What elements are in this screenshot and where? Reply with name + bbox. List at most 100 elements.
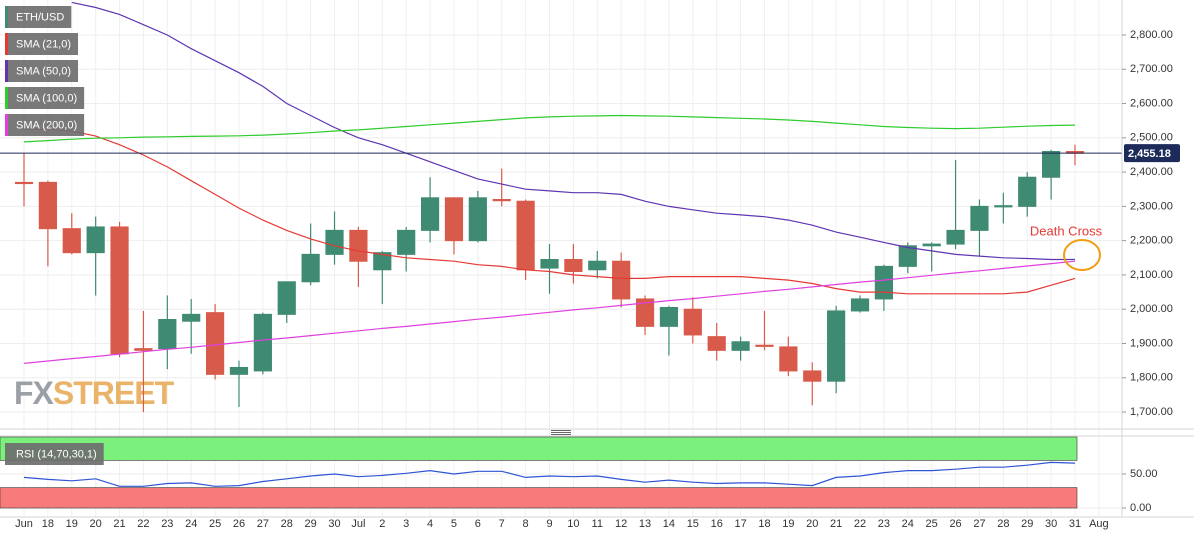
x-tick-label: 21 (113, 518, 125, 530)
sma-line (23, 114, 1076, 143)
y-tick-label: 2,200.00 (1130, 235, 1173, 247)
x-tick-label: 15 (687, 518, 699, 530)
watermark-part: FX (14, 375, 55, 411)
candle-body (349, 229, 368, 262)
candle-body (397, 229, 416, 255)
x-tick-label: 27 (973, 518, 985, 530)
legend-box (5, 33, 79, 55)
rsi-line (23, 461, 1076, 487)
rsi-oversold-band (0, 487, 1078, 509)
legend-item: SMA (50,0) (5, 60, 79, 82)
y-tick-label: 2,500.00 (1130, 132, 1173, 144)
rsi-legend: RSI (14,70,30,1) (5, 443, 104, 465)
x-tick-label: 28 (281, 518, 293, 530)
y-tick-label: 0.00 (1130, 502, 1151, 514)
x-tick-label: 6 (475, 518, 481, 530)
candle-body (325, 229, 344, 255)
x-tick-label: 4 (427, 518, 433, 530)
x-tick-label: 16 (711, 518, 723, 530)
legend-item: SMA (21,0) (5, 33, 79, 55)
legend-swatch (5, 114, 8, 136)
candle-body (731, 341, 750, 351)
x-tick-label: 29 (305, 518, 317, 530)
candle-body (301, 253, 320, 283)
candle-body (588, 260, 607, 271)
candle-body (564, 259, 583, 273)
watermark: FXSTREET (14, 375, 175, 411)
x-tick-label: 13 (639, 518, 651, 530)
x-tick-label: 24 (902, 518, 914, 530)
y-tick-label: 2,600.00 (1130, 97, 1173, 109)
legend-box (5, 87, 85, 109)
candle-body (158, 319, 177, 350)
last-price-label: 2,455.18 (1128, 148, 1171, 160)
x-tick-label: 3 (403, 518, 409, 530)
candle-body (62, 228, 81, 254)
x-tick-label: 18 (758, 518, 770, 530)
x-tick-label: 29 (1021, 518, 1033, 530)
legend: ETH/USD SMA (21,0) SMA (50,0) SMA (100,0) SM… (5, 6, 104, 465)
x-tick-label: 18 (42, 518, 54, 530)
x-tick-label: 5 (451, 518, 457, 530)
candle-body (635, 298, 655, 327)
candle-body (922, 243, 941, 247)
legend-item: ETH/USD (5, 6, 72, 28)
legend-label: SMA (21,0) (16, 38, 71, 50)
x-tick-label: 30 (328, 518, 340, 530)
x-tick-label: 26 (233, 518, 245, 530)
candle-body (110, 226, 129, 355)
last-price-badge (1124, 144, 1180, 163)
resize-handle[interactable] (551, 430, 571, 435)
candle-body (803, 370, 822, 382)
legend-label: SMA (200,0) (16, 119, 77, 131)
x-tick-label: 20 (806, 518, 818, 530)
x-tick-label: 19 (66, 518, 78, 530)
sma-line (24, 128, 1076, 295)
x-tick-label: 25 (209, 518, 221, 530)
y-tick-label: 2,100.00 (1130, 269, 1173, 281)
legend-box (5, 60, 79, 82)
x-tick-label: 26 (949, 518, 961, 530)
legend-label: RSI (14,70,30,1) (16, 448, 97, 460)
candle-body (755, 344, 774, 347)
x-tick-label: 2 (379, 518, 385, 530)
watermark-part: STREET (53, 375, 175, 411)
candle-body (182, 313, 201, 322)
x-tick-label: 7 (499, 518, 505, 530)
x-tick-label: 17 (734, 518, 746, 530)
plot (0, 1, 1122, 487)
y-tick-label: 2,000.00 (1130, 303, 1173, 315)
x-tick-label: 21 (830, 518, 842, 530)
x-tick-label: 20 (90, 518, 102, 530)
legend-swatch (5, 33, 8, 55)
candle-body (420, 197, 440, 231)
candle-body (659, 307, 679, 327)
y-tick-label: 2,700.00 (1130, 63, 1173, 75)
candle-body (850, 298, 870, 312)
candle-body (994, 205, 1013, 208)
rsi-overbought-band (0, 436, 1078, 461)
legend-box (5, 114, 85, 136)
rsi-bands (0, 436, 1078, 509)
candle-body (707, 336, 726, 351)
x-tick-label: 30 (1045, 518, 1057, 530)
candle-body (827, 310, 846, 382)
candle-body (444, 197, 464, 242)
y-tick-label: 2,300.00 (1130, 200, 1173, 212)
x-tick-label: 19 (782, 518, 794, 530)
x-tick-label: 28 (997, 518, 1009, 530)
grid (0, 0, 1122, 517)
legend-item: SMA (100,0) (5, 87, 85, 109)
x-tick-label: 9 (546, 518, 552, 530)
candle-body (205, 312, 225, 375)
candle-body (134, 348, 153, 351)
sma-line (71, 1, 1075, 261)
annotation: Death Cross (1030, 223, 1103, 238)
legend-swatch (5, 6, 8, 28)
x-tick-label: 27 (257, 518, 269, 530)
x-tick-label: Jun (15, 518, 33, 530)
candle-body (468, 197, 487, 242)
x-tick-label: 22 (137, 518, 149, 530)
